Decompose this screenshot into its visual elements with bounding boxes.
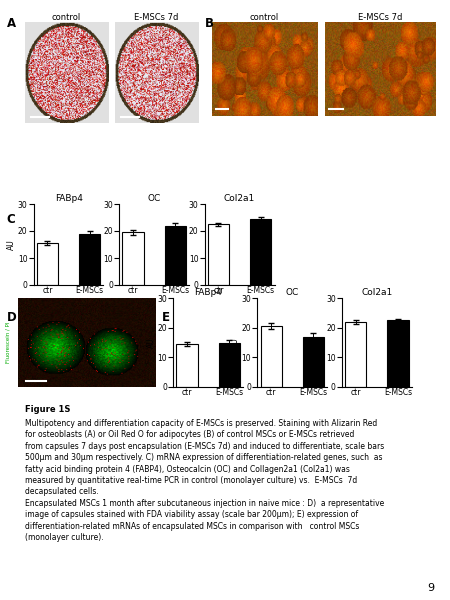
- Text: Figure 1S: Figure 1S: [25, 405, 70, 414]
- Text: 9: 9: [427, 583, 434, 593]
- Bar: [208, 224, 229, 285]
- Title: OC: OC: [286, 289, 299, 298]
- Title: E-MSCs 7d: E-MSCs 7d: [134, 13, 179, 22]
- Text: Fluorescein / PI: Fluorescein / PI: [6, 322, 11, 364]
- Text: E: E: [162, 311, 170, 324]
- Y-axis label: AU: AU: [315, 337, 324, 348]
- Y-axis label: AU: AU: [7, 239, 16, 250]
- Bar: [345, 322, 366, 387]
- Bar: [79, 233, 100, 285]
- Text: A: A: [7, 17, 16, 30]
- Title: OC: OC: [148, 194, 161, 203]
- Title: control: control: [250, 13, 279, 22]
- Text: D: D: [7, 311, 17, 324]
- Title: control: control: [52, 13, 81, 22]
- Text: B: B: [205, 17, 214, 30]
- Bar: [261, 326, 282, 387]
- Bar: [165, 226, 186, 285]
- Bar: [219, 343, 240, 387]
- Bar: [387, 320, 409, 387]
- Bar: [37, 243, 58, 285]
- Title: Col2a1: Col2a1: [361, 289, 392, 298]
- Y-axis label: AU: AU: [231, 337, 240, 348]
- Bar: [122, 232, 144, 285]
- Bar: [303, 337, 324, 387]
- Title: E-MSCs 7d: E-MSCs 7d: [358, 13, 402, 22]
- Y-axis label: AU: AU: [178, 239, 187, 250]
- Y-axis label: AU: AU: [147, 337, 156, 348]
- Title: FABp4: FABp4: [55, 194, 82, 203]
- Text: C: C: [7, 213, 15, 226]
- Bar: [250, 219, 271, 285]
- Title: Col2a1: Col2a1: [224, 194, 255, 203]
- Text: Multipotency and differentiation capacity of E-MSCs is preserved. Staining with : Multipotency and differentiation capacit…: [25, 419, 384, 542]
- Y-axis label: AU: AU: [93, 239, 102, 250]
- Bar: [176, 344, 198, 387]
- Title: FABp4: FABp4: [194, 289, 222, 298]
